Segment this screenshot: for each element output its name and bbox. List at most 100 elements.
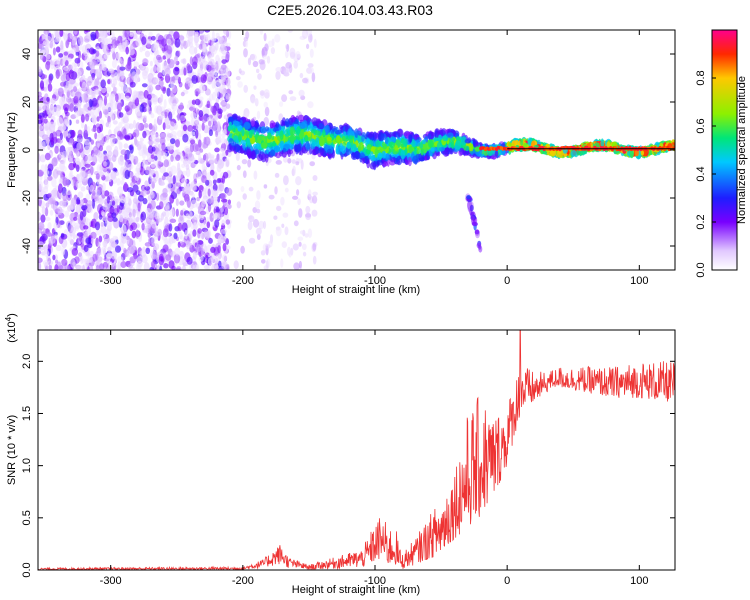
spectrogram-noise-mark bbox=[45, 43, 49, 54]
spectrogram-noise-mark bbox=[143, 262, 150, 270]
spectrogram-signal-mark bbox=[244, 122, 251, 130]
spectrogram-noise-mark bbox=[100, 221, 104, 227]
spectrogram-signal-mark bbox=[285, 118, 290, 128]
spectrogram-noise-mark bbox=[198, 43, 203, 50]
spectrogram-noise-mark bbox=[89, 264, 94, 270]
spectrogram-noise-mark bbox=[173, 31, 180, 41]
spectrogram-faint-mark bbox=[233, 260, 239, 269]
spectrogram-signal-mark bbox=[233, 135, 239, 143]
spectrogram-faint-mark bbox=[238, 68, 242, 74]
spectrogram-noise-mark bbox=[131, 230, 137, 239]
spectrogram-noise-mark bbox=[111, 252, 116, 260]
spectrogram-signal-mark bbox=[640, 150, 645, 156]
spectrogram-noise-mark bbox=[110, 113, 115, 122]
spectrogram-noise-mark bbox=[107, 246, 112, 253]
spectrogram-noise-mark bbox=[97, 241, 101, 248]
spectrogram-noise-mark bbox=[73, 176, 77, 187]
spectrogram-noise-mark bbox=[77, 129, 83, 137]
spectrogram-signal-mark bbox=[250, 150, 256, 160]
spectrogram-noise-mark bbox=[151, 146, 156, 152]
spectrogram-noise-mark bbox=[84, 38, 90, 43]
spectrogram-faint-mark bbox=[274, 172, 280, 178]
spectrogram-noise-mark bbox=[98, 171, 105, 178]
spectrogram-noise-mark bbox=[139, 103, 145, 113]
spectrogram-noise-mark bbox=[129, 244, 136, 254]
spectrogram-noise-mark bbox=[38, 90, 42, 99]
spectrogram-faint-mark bbox=[309, 161, 316, 167]
spectrogram-noise-mark bbox=[212, 196, 218, 201]
spectrogram-noise-mark bbox=[191, 74, 198, 84]
spectrogram-noise-mark bbox=[203, 136, 207, 145]
spectrogram-noise-mark bbox=[215, 130, 219, 138]
spectrogram-noise-mark bbox=[198, 189, 202, 199]
spectrogram-signal-mark bbox=[346, 141, 351, 150]
spectrogram-signal-mark bbox=[430, 147, 435, 152]
spectrogram-noise-mark bbox=[56, 108, 61, 118]
spectrogram-noise-mark bbox=[186, 256, 193, 265]
spectrogram-noise-mark bbox=[47, 260, 54, 266]
spectrogram-signal-mark bbox=[272, 127, 279, 132]
spectrogram-noise-mark bbox=[156, 66, 161, 73]
spectrogram-signal-mark bbox=[289, 126, 296, 136]
spectrogram-noise-mark bbox=[80, 114, 85, 123]
spectrogram-faint-mark bbox=[312, 243, 317, 251]
spectrogram-noise-mark bbox=[62, 155, 66, 165]
spectrogram-noise-mark bbox=[201, 200, 206, 208]
spectrogram-faint-mark bbox=[312, 175, 318, 181]
spectrogram-noise-mark bbox=[189, 105, 195, 112]
spectrogram-noise-mark bbox=[172, 175, 176, 185]
spectrogram-noise-mark bbox=[51, 157, 58, 167]
spectrogram-faint-mark bbox=[243, 84, 248, 93]
spectrogram-noise-mark bbox=[86, 80, 92, 86]
spectrogram-faint-mark bbox=[291, 159, 296, 164]
spectrogram-faint-mark bbox=[289, 96, 297, 101]
spectrogram-faint-mark bbox=[302, 251, 307, 257]
spectrogram-signal-mark bbox=[294, 143, 302, 153]
spectrogram-faint-mark bbox=[274, 186, 278, 195]
spectrogram-noise-mark bbox=[192, 250, 197, 260]
spectrogram-noise-mark bbox=[220, 148, 225, 153]
spectrogram-noise-mark bbox=[202, 187, 207, 197]
spectrogram-noise-mark bbox=[58, 183, 63, 194]
spectrogram-noise-mark bbox=[38, 71, 43, 76]
spectrogram-faint-mark bbox=[275, 160, 282, 165]
spectrogram-noise-mark bbox=[223, 201, 229, 208]
spectrogram-faint-mark bbox=[292, 165, 296, 176]
spectrogram-signal-mark bbox=[305, 140, 310, 150]
spectrogram-faint-mark bbox=[253, 170, 258, 180]
spectrogram-noise-mark bbox=[124, 196, 130, 202]
spectrogram-noise-mark bbox=[67, 133, 71, 139]
spectrogram-noise-mark bbox=[219, 101, 226, 106]
spectrogram-noise-mark bbox=[114, 145, 119, 156]
spectrogram-noise-mark bbox=[195, 31, 199, 37]
spectrogram-noise-mark bbox=[139, 30, 146, 33]
spectrogram-noise-mark bbox=[182, 58, 187, 65]
spectrogram-noise-mark bbox=[221, 136, 226, 145]
spectrogram-faint-mark bbox=[282, 212, 289, 218]
spectrogram-noise-mark bbox=[86, 185, 90, 191]
spectrogram-noise-mark bbox=[38, 153, 41, 163]
spectrogram-noise-mark bbox=[96, 178, 101, 185]
spectrogram-noise-mark bbox=[94, 107, 101, 117]
spectrogram-noise-mark bbox=[111, 31, 115, 40]
spectrogram-noise-mark bbox=[175, 198, 179, 206]
spectrogram-noise-mark bbox=[165, 202, 170, 210]
spectrogram-noise-mark bbox=[58, 87, 64, 92]
spectrogram-noise-mark bbox=[151, 219, 157, 229]
spectrogram-noise-mark bbox=[222, 128, 227, 136]
spectrogram-noise-mark bbox=[55, 46, 61, 53]
spectrogram-noise-mark bbox=[157, 160, 162, 169]
spectrogram-noise-mark bbox=[150, 199, 156, 210]
spectrogram-noise-mark bbox=[147, 94, 152, 100]
spectrogram-noise-mark bbox=[135, 167, 140, 173]
spectrogram-faint-mark bbox=[281, 241, 287, 249]
spectrogram-noise-mark bbox=[40, 214, 46, 223]
spectrogram-noise-mark bbox=[175, 208, 179, 217]
spectrogram-faint-mark bbox=[235, 152, 240, 162]
spectrogram-noise-mark bbox=[162, 122, 166, 131]
spectrogram-noise-mark bbox=[73, 82, 79, 87]
spectrogram-noise-mark bbox=[52, 202, 58, 212]
spectrogram-signal-mark bbox=[366, 144, 372, 151]
spectrogram-noise-mark bbox=[196, 170, 202, 180]
spectrogram-signal-mark bbox=[390, 158, 397, 163]
